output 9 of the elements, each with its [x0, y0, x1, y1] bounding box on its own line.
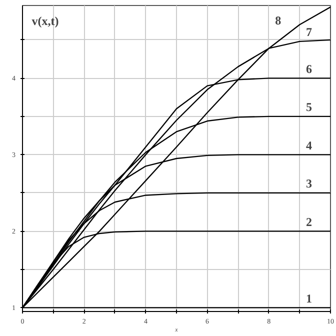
series-label: 4 — [306, 138, 312, 152]
y-axis-title: v(x,t) — [32, 14, 59, 28]
series-label: 2 — [306, 214, 312, 229]
series-label: 3 — [306, 176, 312, 191]
series-label: 6 — [306, 62, 312, 76]
series-label: 7 — [306, 24, 312, 39]
series-label: 1 — [306, 291, 312, 306]
series-label: 5 — [306, 100, 312, 114]
series-label: 8 — [275, 13, 282, 28]
